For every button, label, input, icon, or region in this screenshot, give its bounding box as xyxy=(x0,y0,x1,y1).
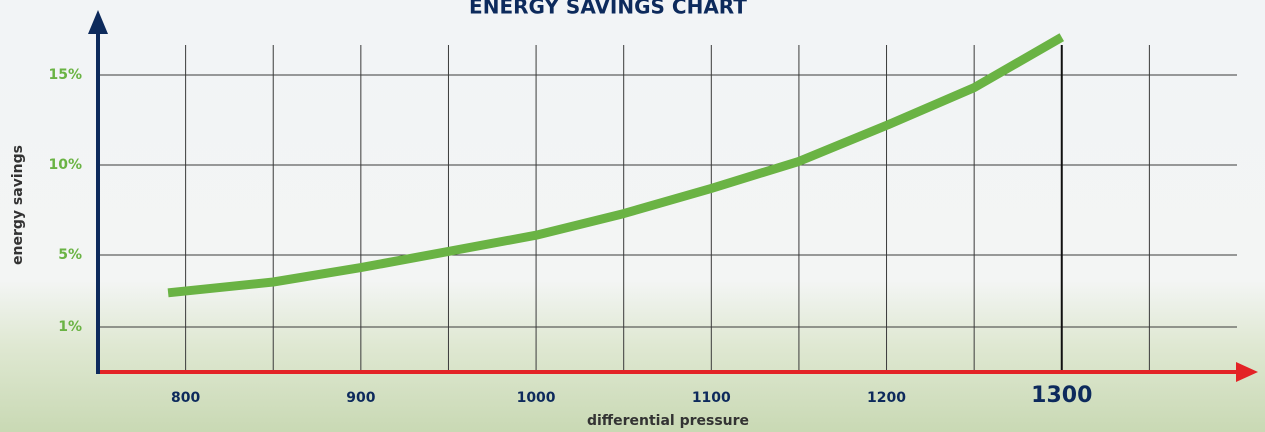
x-tick-label: 800 xyxy=(171,390,200,406)
x-tick-label: 1100 xyxy=(692,390,731,406)
background xyxy=(0,0,1265,432)
x-tick-label: 1000 xyxy=(517,390,556,406)
chart: ENERGY SAVINGS CHART energy savings diff… xyxy=(0,0,1265,432)
y-tick-label: 15% xyxy=(48,67,82,83)
x-tick-label: 1300 xyxy=(1031,383,1092,408)
y-tick-label: 5% xyxy=(58,247,82,263)
y-axis-label: energy savings xyxy=(10,145,26,265)
x-tick-label: 900 xyxy=(346,390,375,406)
x-tick-label: 1200 xyxy=(867,390,906,406)
chart-title: ENERGY SAVINGS CHART xyxy=(469,0,747,19)
x-axis-label: differential pressure xyxy=(587,413,749,429)
y-tick-label: 10% xyxy=(48,157,82,173)
y-tick-label: 1% xyxy=(58,319,82,335)
